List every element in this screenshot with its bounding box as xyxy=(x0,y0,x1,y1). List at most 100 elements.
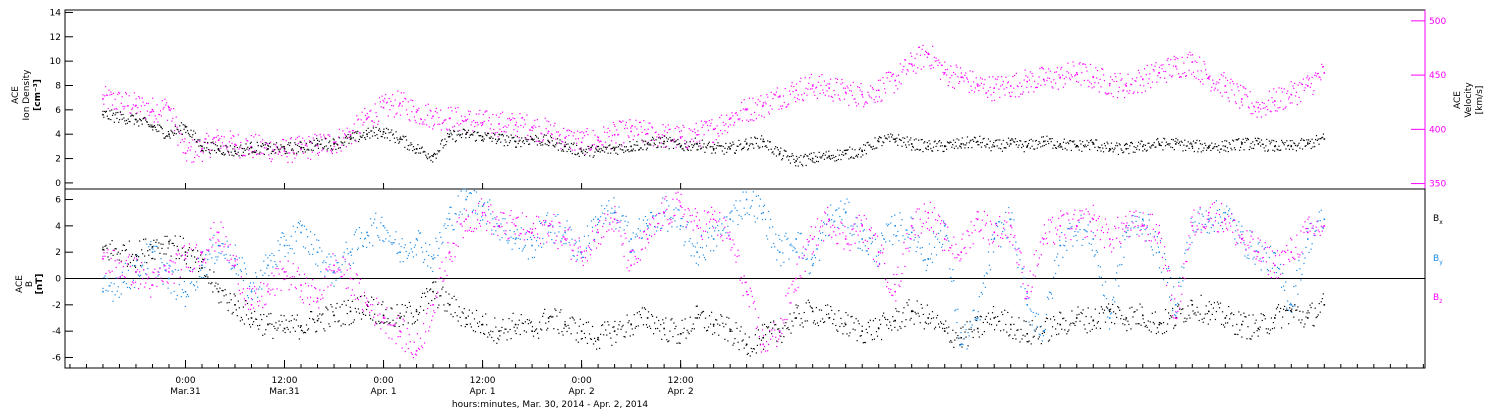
by-dot xyxy=(345,261,346,262)
bx-dot xyxy=(1051,335,1052,336)
bx-dot xyxy=(118,252,119,253)
velocity-dot xyxy=(469,114,470,115)
bx-dot xyxy=(548,321,549,322)
ion-density-dot xyxy=(527,139,528,140)
ion-density-dot xyxy=(1061,146,1062,147)
bx-dot xyxy=(748,353,749,354)
by-dot xyxy=(280,237,281,238)
velocity-dot xyxy=(1058,89,1059,90)
ion-density-dot xyxy=(1263,144,1264,145)
ion-density-point xyxy=(911,143,913,145)
bx-dot xyxy=(211,282,212,283)
by-dot xyxy=(751,206,752,207)
ion-density-dot xyxy=(325,138,326,139)
bx-dot xyxy=(798,305,799,306)
bx-dot xyxy=(1315,308,1316,309)
bx-dot xyxy=(652,316,653,317)
ion-density-dot xyxy=(556,142,557,143)
by-dot xyxy=(734,207,735,208)
ion-density-dot xyxy=(578,153,579,154)
velocity-dot xyxy=(999,97,1000,98)
bx-dot xyxy=(1170,315,1171,316)
ion-density-dot xyxy=(1249,149,1250,150)
velocity-dot xyxy=(1168,58,1169,59)
by-dot xyxy=(725,232,726,233)
velocity-point xyxy=(102,98,104,100)
velocity-dot xyxy=(1176,68,1177,69)
bx-dot xyxy=(793,312,794,313)
ion-density-dot xyxy=(293,153,294,154)
ion-density-dot xyxy=(1233,140,1234,141)
velocity-dot xyxy=(518,137,519,138)
velocity-dot xyxy=(805,77,806,78)
ion-density-dot xyxy=(955,142,956,143)
bx-dot xyxy=(967,345,968,346)
velocity-dot xyxy=(823,92,824,93)
bx-dot xyxy=(532,326,533,327)
ion-density-dot xyxy=(1023,146,1024,147)
by-dot xyxy=(525,245,526,246)
velocity-dot xyxy=(1013,88,1014,89)
velocity-dot xyxy=(1218,82,1219,83)
by-dot xyxy=(750,207,751,208)
velocity-dot xyxy=(1281,88,1282,89)
velocity-dot xyxy=(951,75,952,76)
ion-density-dot xyxy=(483,141,484,142)
ion-density-dot xyxy=(897,145,898,146)
by-dot xyxy=(620,220,621,221)
ion-density-dot xyxy=(385,133,386,134)
ion-density-dot xyxy=(510,140,511,141)
velocity-dot xyxy=(896,75,897,76)
bx-dot xyxy=(608,324,609,325)
velocity-dot xyxy=(1011,92,1012,93)
bx-dot xyxy=(875,318,876,319)
bx-dot xyxy=(848,335,849,336)
by-dot xyxy=(342,264,343,265)
by-dot xyxy=(670,217,671,218)
velocity-dot xyxy=(427,115,428,116)
velocity-dot xyxy=(464,116,465,117)
velocity-dot xyxy=(123,108,124,109)
ion-density-dot xyxy=(130,116,131,117)
bx-dot xyxy=(228,310,229,311)
velocity-dot xyxy=(807,89,808,90)
velocity-dot xyxy=(484,121,485,122)
ion-density-dot xyxy=(1168,143,1169,144)
velocity-dot xyxy=(782,105,783,106)
by-dot xyxy=(505,234,506,235)
by-dot xyxy=(297,227,298,228)
bx-dot xyxy=(341,325,342,326)
velocity-dot xyxy=(116,109,117,110)
ion-density-dot xyxy=(464,129,465,130)
by-dot xyxy=(461,190,462,191)
by-dot xyxy=(602,212,603,213)
velocity-dot xyxy=(490,128,491,129)
by-dot xyxy=(277,240,278,241)
ion-density-dot xyxy=(421,148,422,149)
ion-density-dot xyxy=(822,155,823,156)
velocity-dot xyxy=(1266,106,1267,107)
velocity-dot xyxy=(402,101,403,102)
velocity-dot xyxy=(784,102,785,103)
ion-density-dot xyxy=(1180,145,1181,146)
velocity-dot xyxy=(595,147,596,148)
by-point xyxy=(515,238,517,240)
ion-density-dot xyxy=(425,155,426,156)
velocity-dot xyxy=(900,63,901,64)
bx-dot xyxy=(883,313,884,314)
velocity-dot xyxy=(345,135,346,136)
bx-dot xyxy=(812,308,813,309)
bx-dot xyxy=(936,317,937,318)
ion-density-dot xyxy=(908,141,909,142)
bx-dot xyxy=(247,303,248,304)
ion-density-dot xyxy=(313,140,314,141)
bx-dot xyxy=(353,322,354,323)
bx-dot xyxy=(1259,329,1260,330)
ion-density-dot xyxy=(1226,140,1227,141)
by-dot xyxy=(311,244,312,245)
ion-density-dot xyxy=(1075,146,1076,147)
ion-density-dot xyxy=(547,140,548,141)
velocity-dot xyxy=(1038,76,1039,77)
ion-density-dot xyxy=(741,149,742,150)
ion-density-dot xyxy=(740,143,741,144)
